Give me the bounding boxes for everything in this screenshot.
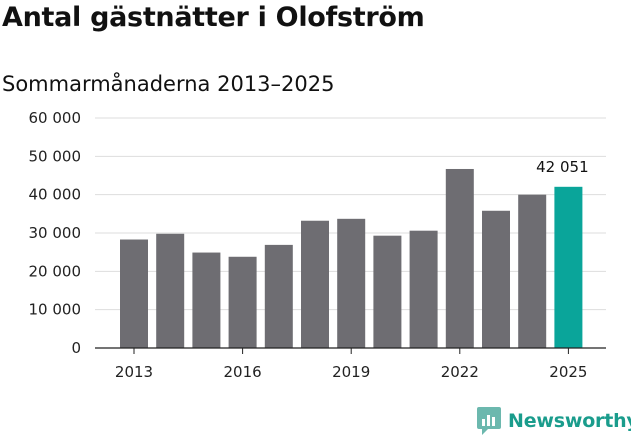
y-axis-tick-labels: 0 10 000 20 000 30 000 40 000 50 000 60 000 (29, 109, 82, 357)
bar-2024 (518, 194, 547, 348)
bar-2013 (120, 239, 148, 348)
data-label-2025: 42 051 (536, 158, 589, 176)
bar-2019 (337, 218, 366, 348)
y-tick-label: 20 000 (29, 262, 82, 280)
data-labels: 42 051 (536, 158, 589, 176)
x-tick-label: 2013 (115, 363, 153, 381)
bar-2016 (228, 256, 257, 348)
x-axis-tick-labels: 2013 2016 2019 2022 2025 (115, 363, 588, 381)
bar-2020 (373, 235, 402, 348)
bar-2023 (482, 210, 510, 348)
bar-2025 (554, 186, 583, 348)
x-tick-label: 2025 (549, 363, 587, 381)
brand: Newsworthy (476, 406, 631, 436)
bar-2015 (192, 252, 221, 348)
bar-2017 (264, 244, 293, 348)
newsworthy-chart-bubble-icon (477, 407, 501, 435)
brand-name: Newsworthy (508, 410, 631, 432)
x-axis (95, 347, 606, 354)
bars (120, 168, 583, 348)
bar-2018 (301, 220, 329, 348)
y-tick-label: 40 000 (29, 186, 82, 204)
y-tick-label: 60 000 (29, 109, 82, 127)
chart-title: Antal gästnätter i Olofström (2, 2, 425, 33)
x-tick-label: 2022 (441, 363, 479, 381)
bar-2022 (445, 168, 474, 348)
y-tick-label: 50 000 (29, 147, 82, 165)
bar-2014 (156, 233, 185, 348)
y-tick-label: 0 (71, 339, 81, 357)
x-tick-label: 2016 (224, 363, 262, 381)
chart-subtitle: Sommarmånaderna 2013–2025 (2, 72, 335, 96)
x-tick-label: 2019 (332, 363, 370, 381)
bar-2021 (409, 230, 438, 348)
y-tick-label: 30 000 (29, 224, 82, 242)
y-tick-label: 10 000 (29, 301, 82, 319)
